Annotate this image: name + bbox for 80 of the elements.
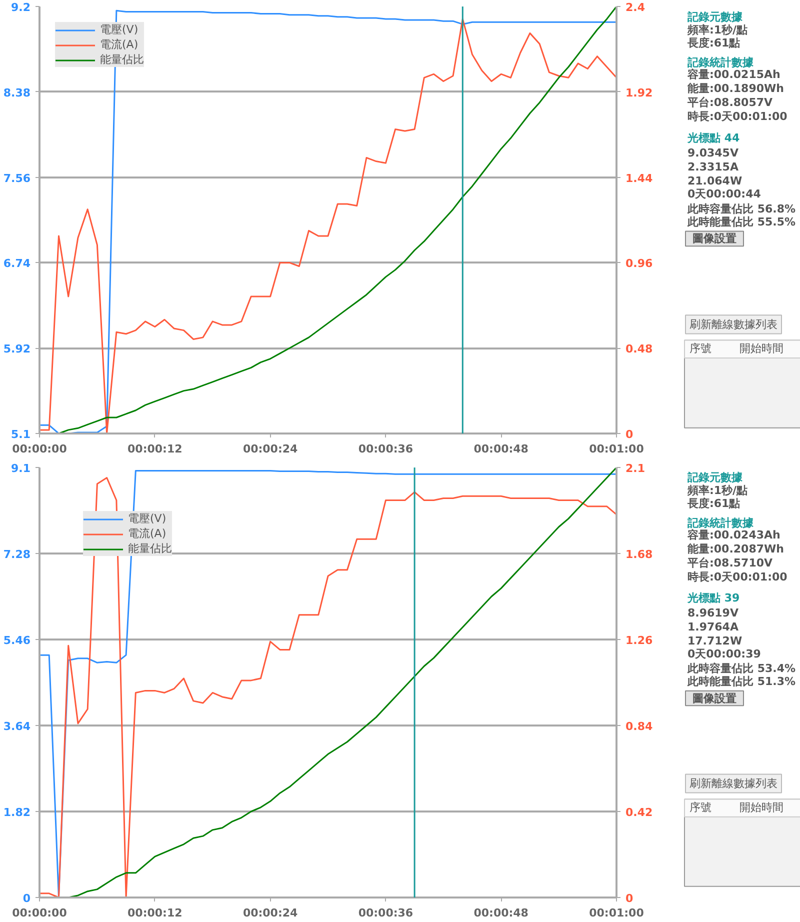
text: 平台:08.8057V <box>686 96 773 110</box>
text: 光標點 39 <box>686 592 740 605</box>
text: 17.712W <box>688 634 742 648</box>
text: 平台:08.5710V <box>686 556 773 570</box>
text: 刷新離線數據列表 <box>690 777 778 790</box>
y2-tick-label: 1.68 <box>626 548 653 561</box>
text: 21.064W <box>688 174 742 188</box>
y-tick-label: 9.1 <box>11 462 31 475</box>
y-tick-label: 5.46 <box>3 634 31 647</box>
text: 時長:0天00:01:00 <box>688 110 788 124</box>
text: 刷新離線數據列表 <box>690 318 778 331</box>
text: 0天00:00:44 <box>688 187 762 200</box>
text: 1.9764A <box>688 620 739 634</box>
text: 長度:61點 <box>686 36 740 50</box>
x-tick-label: 00:00:48 <box>474 442 528 456</box>
legend-label: 電壓(V) <box>100 22 138 37</box>
x-tick-label: 00:00:00 <box>12 906 68 920</box>
x-tick-label: 00:00:24 <box>242 906 298 920</box>
x-tick-label: 00:00:48 <box>474 906 528 920</box>
y-tick-label: 5.92 <box>3 342 30 356</box>
text: 0天00:00:39 <box>688 647 761 660</box>
text: 記錄元數據 <box>686 10 744 24</box>
y-tick-label: 0 <box>22 892 31 905</box>
legend-label: 能量佔比 <box>128 541 172 556</box>
y2-tick-label: 0.42 <box>626 806 653 819</box>
y-tick-label: 6.74 <box>3 257 31 270</box>
y-tick-label: 9.2 <box>11 1 31 14</box>
y2-tick-label: 0 <box>626 428 634 441</box>
text: 9.0345V <box>688 146 739 160</box>
x-tick-label: 00:00:12 <box>128 906 182 920</box>
text: 圖像設置 <box>692 692 736 705</box>
legend-label: 電壓(V) <box>128 511 166 526</box>
text: 記錄元數據 <box>686 471 744 484</box>
y2-tick-label: 0 <box>626 892 634 905</box>
text: 記錄統計數據 <box>686 56 754 69</box>
y-tick-label: 8.38 <box>3 86 30 100</box>
text: 此時容量佔比 53.4% <box>686 662 796 676</box>
x-tick-label: 00:00:00 <box>12 442 68 456</box>
text: 容量:00.0243Ah <box>686 528 780 542</box>
y-tick-label: 7.28 <box>3 548 30 561</box>
y2-tick-label: 1.44 <box>626 172 653 185</box>
text: 8.9619V <box>688 606 739 620</box>
text: 開始時間 <box>740 801 784 814</box>
text: 能量:00.2087Wh <box>688 542 784 556</box>
text: 頻率:1秒/點 <box>686 23 748 36</box>
text: 此時容量佔比 56.8% <box>686 202 796 216</box>
text: 此時能量佔比 51.3% <box>686 675 796 688</box>
text: 圖像設置 <box>692 232 736 246</box>
legend-label: 電流(A) <box>100 37 138 52</box>
y2-tick-label: 1.92 <box>626 86 653 100</box>
text: 此時能量佔比 55.5% <box>686 215 796 228</box>
x-tick-label: 00:00:36 <box>358 442 414 456</box>
text: 長度:61點 <box>686 497 740 510</box>
text: 開始時間 <box>740 342 784 356</box>
x-tick-label: 00:00:24 <box>242 442 298 456</box>
text: 光標點 44 <box>686 131 740 144</box>
y2-tick-label: 0.84 <box>626 720 653 733</box>
x-tick-label: 00:00:12 <box>128 442 182 456</box>
text: 容量:00.0215Ah <box>686 68 780 82</box>
x-tick-label: 00:01:00 <box>589 442 644 456</box>
legend-label: 電流(A) <box>128 526 166 541</box>
y-tick-label: 3.64 <box>3 720 31 733</box>
text: 能量:00.1890Wh <box>688 82 784 96</box>
legend-label: 能量佔比 <box>100 52 144 67</box>
y-tick-label: 5.1 <box>11 428 31 441</box>
y2-tick-label: 2.1 <box>626 462 645 475</box>
x-tick-label: 00:01:00 <box>589 906 644 920</box>
y2-tick-label: 0.96 <box>626 257 653 270</box>
text: 序號 <box>690 801 712 814</box>
y-tick-label: 7.56 <box>3 172 31 185</box>
text: 序號 <box>690 342 712 356</box>
y2-tick-label: 2.4 <box>626 1 646 14</box>
text: 記錄統計數據 <box>686 516 754 530</box>
text: 時長:0天00:01:00 <box>688 570 788 584</box>
x-tick-label: 00:00:36 <box>358 906 414 920</box>
text: 2.3315A <box>688 160 739 174</box>
y2-tick-label: 0.48 <box>626 342 653 356</box>
text: 頻率:1秒/點 <box>686 484 748 498</box>
y-tick-label: 1.82 <box>3 806 30 819</box>
y2-tick-label: 1.26 <box>626 634 653 647</box>
